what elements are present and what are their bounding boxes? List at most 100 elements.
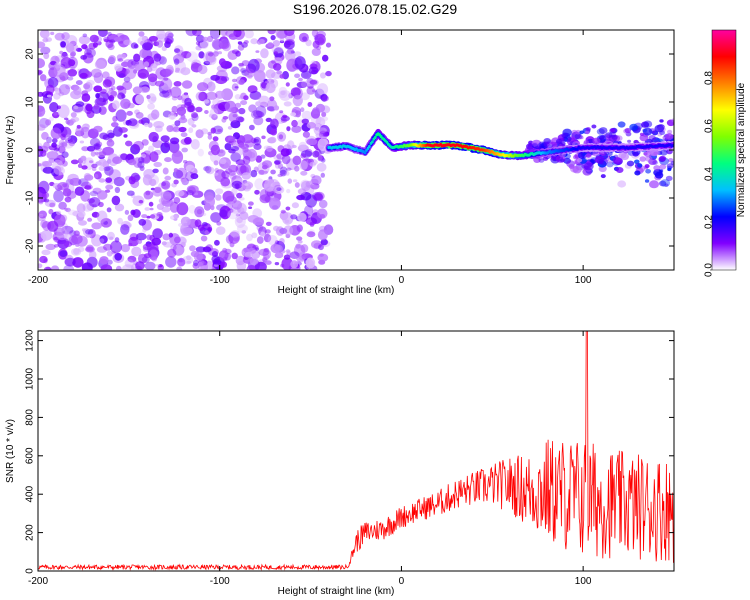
noise-speck bbox=[87, 217, 93, 222]
noise-speck bbox=[305, 257, 316, 269]
noise-speck bbox=[65, 134, 71, 141]
noise-speck bbox=[318, 244, 324, 251]
noise-speck bbox=[180, 132, 188, 138]
noise-speck bbox=[42, 37, 49, 43]
noise-speck bbox=[222, 116, 229, 120]
chart-title: S196.2026.078.15.02.G29 bbox=[292, 1, 458, 17]
signal-cell bbox=[363, 151, 367, 155]
noise-speck bbox=[43, 52, 50, 60]
noise-speck bbox=[244, 183, 249, 186]
noise-speck bbox=[321, 95, 329, 102]
noise-speck bbox=[174, 120, 181, 127]
noise-speck bbox=[187, 118, 195, 126]
noise-speck bbox=[218, 58, 226, 66]
noise-speck bbox=[296, 224, 303, 232]
noise-speck bbox=[46, 151, 59, 160]
spread-speck bbox=[585, 127, 591, 132]
noise-speck bbox=[260, 48, 269, 59]
noise-speck bbox=[63, 117, 69, 121]
colorbar: 0.0 0.2 0.4 0.6 0.8 Normalized spectral ampli… bbox=[704, 29, 747, 277]
noise-speck bbox=[139, 86, 150, 93]
noise-speck bbox=[292, 179, 298, 183]
noise-speck bbox=[235, 163, 247, 176]
noise-speck bbox=[197, 82, 209, 92]
signal-cell bbox=[368, 144, 371, 149]
noise-speck bbox=[192, 30, 202, 37]
noise-speck bbox=[272, 40, 281, 47]
noise-speck bbox=[323, 131, 330, 137]
x-tick-label: -200 bbox=[28, 275, 48, 286]
noise-speck bbox=[270, 118, 279, 129]
spread-speck bbox=[605, 132, 613, 139]
spread-speck bbox=[600, 174, 606, 179]
noise-speck bbox=[142, 228, 147, 233]
noise-speck bbox=[116, 265, 122, 270]
noise-speck bbox=[156, 212, 163, 217]
noise-speck bbox=[207, 226, 213, 232]
spread-speck bbox=[665, 175, 673, 182]
noise-speck bbox=[180, 227, 193, 235]
noise-speck bbox=[164, 31, 174, 39]
noise-speck bbox=[300, 92, 310, 101]
noise-speck bbox=[235, 50, 241, 57]
noise-speck bbox=[230, 230, 240, 238]
noise-speck bbox=[125, 66, 137, 80]
noise-speck bbox=[234, 86, 239, 89]
spread-speck bbox=[533, 156, 541, 163]
noise-speck bbox=[290, 260, 299, 269]
noise-speck bbox=[116, 85, 124, 91]
noise-speck bbox=[231, 180, 243, 189]
noise-speck bbox=[54, 32, 65, 41]
colorbar-tick-label: 0.2 bbox=[704, 215, 715, 229]
noise-speck bbox=[205, 166, 215, 175]
noise-speck bbox=[186, 51, 198, 63]
noise-speck bbox=[191, 112, 198, 119]
spectrogram-cells bbox=[38, 30, 674, 270]
noise-speck bbox=[215, 194, 222, 201]
spread-speck bbox=[610, 128, 615, 133]
noise-speck bbox=[77, 246, 85, 253]
noise-speck bbox=[75, 101, 85, 107]
noise-speck bbox=[190, 139, 200, 150]
noise-speck bbox=[274, 252, 284, 259]
noise-speck bbox=[282, 212, 294, 225]
noise-speck bbox=[176, 167, 188, 180]
spread-speck bbox=[654, 124, 665, 133]
noise-speck bbox=[124, 209, 130, 215]
noise-speck bbox=[64, 196, 72, 203]
noise-speck bbox=[165, 256, 177, 268]
noise-speck bbox=[49, 202, 56, 208]
noise-speck bbox=[126, 110, 133, 116]
y-axis-label: SNR (10 * v/v) bbox=[5, 419, 16, 483]
noise-speck bbox=[247, 74, 253, 79]
noise-speck bbox=[168, 140, 180, 154]
noise-speck bbox=[107, 231, 115, 241]
noise-speck bbox=[174, 48, 181, 53]
noise-speck bbox=[268, 197, 281, 210]
noise-speck bbox=[313, 193, 324, 202]
noise-speck bbox=[300, 153, 307, 159]
noise-speck bbox=[100, 88, 107, 94]
noise-speck bbox=[56, 228, 68, 241]
noise-speck bbox=[238, 142, 245, 148]
noise-speck bbox=[129, 233, 139, 241]
noise-speck bbox=[177, 257, 186, 267]
noise-speck bbox=[44, 266, 52, 270]
noise-speck bbox=[317, 37, 325, 44]
noise-speck bbox=[220, 76, 230, 82]
noise-speck bbox=[110, 240, 122, 254]
noise-speck bbox=[285, 171, 290, 176]
noise-speck bbox=[283, 101, 292, 107]
noise-speck bbox=[246, 233, 253, 242]
spread-speck bbox=[659, 155, 667, 162]
noise-speck bbox=[80, 126, 91, 139]
noise-speck bbox=[103, 243, 113, 251]
noise-speck bbox=[193, 259, 199, 267]
noise-speck bbox=[40, 74, 47, 82]
noise-speck bbox=[285, 82, 290, 87]
noise-speck bbox=[258, 169, 265, 175]
noise-speck bbox=[185, 164, 195, 173]
noise-speck bbox=[84, 185, 92, 190]
noise-speck bbox=[284, 30, 295, 37]
noise-speck bbox=[63, 241, 73, 248]
